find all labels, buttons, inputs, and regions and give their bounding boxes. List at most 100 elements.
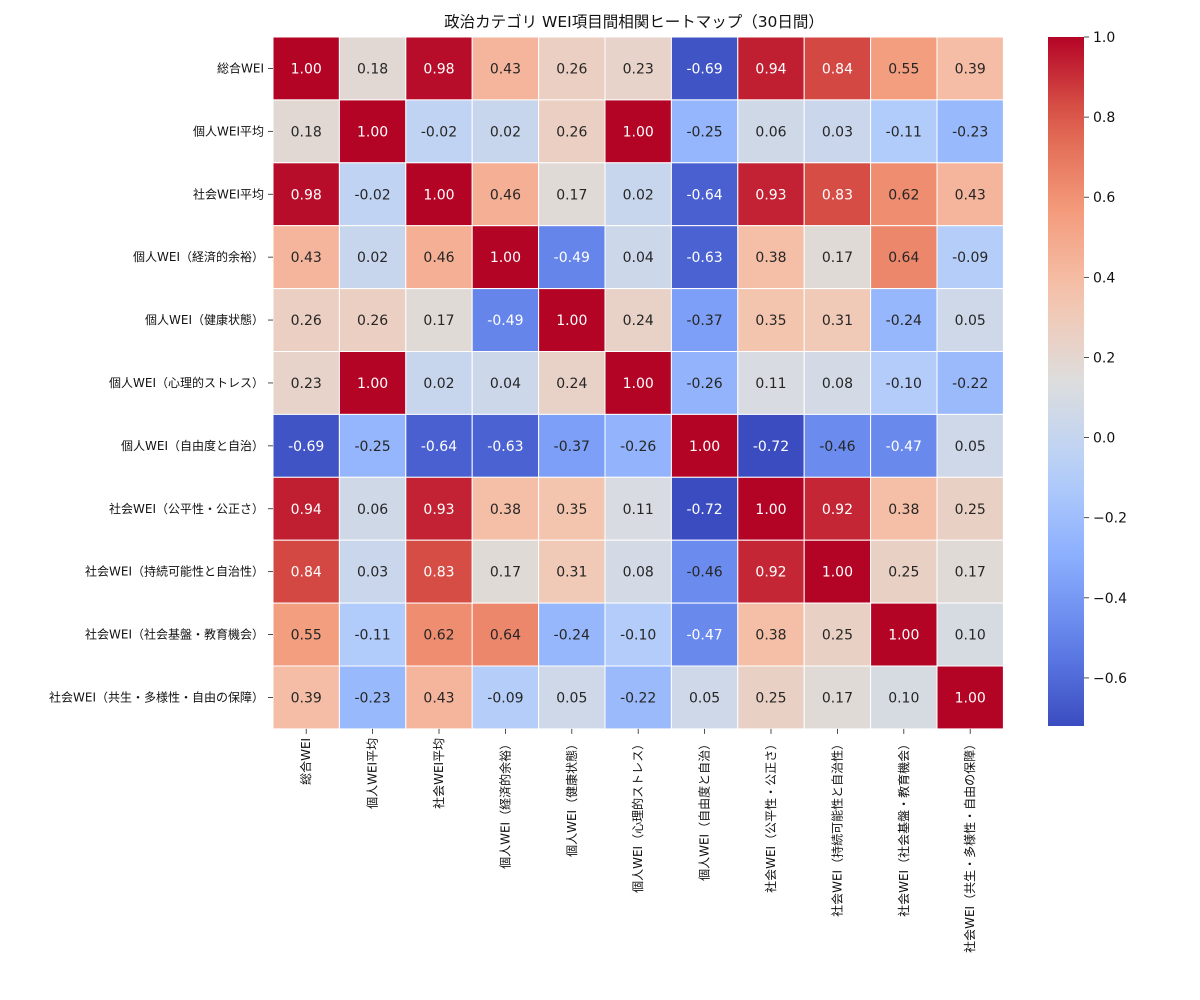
cell-value-label: 1.00 [689,439,720,455]
heatmap-cell [538,602,606,667]
heatmap-cell [870,288,938,353]
colorbar-tick-label: −0.4 [1093,591,1127,607]
heatmap-cell [604,288,672,353]
heatmap-cell [803,162,872,227]
heatmap-cell [936,351,1004,415]
cell-value-label: 0.31 [822,313,853,329]
heatmap-cell [870,539,938,604]
heatmap-cell [604,539,672,604]
cell-value-label: -0.11 [886,124,922,140]
cell-value-label: -0.72 [753,439,789,455]
x-tick-label: 個人WEI（健康状態） [564,738,579,857]
cell-value-label: 0.94 [291,502,322,518]
cell-value-label: 0.08 [623,565,654,581]
y-tick-label: 社会WEI（持続可能性と自治性） [85,564,264,579]
cell-value-label: 0.11 [755,376,786,392]
cell-value-label: -0.23 [952,124,988,140]
y-tick-label: 社会WEI（公平性・公正さ） [109,501,264,516]
y-tick-label: 総合WEI [217,60,264,75]
heatmap-cell [604,476,672,541]
heatmap-cell [936,99,1004,164]
heatmap-cell [737,665,805,730]
y-tick-label: 個人WEI（健康状態） [145,312,264,327]
cell-value-label: 1.00 [357,376,388,392]
cell-value-label: -0.11 [354,628,390,644]
cell-value-label: 0.38 [888,502,919,518]
heatmap-cell [405,602,473,667]
cell-value-label: 0.46 [423,250,454,266]
heatmap-cell [604,162,672,227]
cell-value-label: 0.84 [822,61,853,77]
cell-value-label: 0.93 [755,187,786,203]
heatmap-cell [870,36,938,101]
cell-value-label: 0.43 [291,250,322,266]
cell-value-label: 0.35 [556,502,587,518]
heatmap-cell [471,351,540,415]
cell-value-label: 0.08 [822,376,853,392]
cell-value-label: -0.02 [354,187,390,203]
heatmap-cell [604,602,672,667]
cell-value-label: -0.69 [686,61,722,77]
heatmap-cell [670,99,739,164]
heatmap-cell [272,36,340,101]
x-tick-label: 社会WEI（共生・多様性・自由の保障） [962,738,977,953]
heatmap-cell [670,288,739,353]
cell-value-label: 0.92 [822,502,853,518]
cell-value-label: 0.18 [291,124,322,140]
heatmap-cell [737,539,805,604]
y-tick-label: 社会WEI（社会基盤・教育機会） [85,627,264,642]
cell-value-label: -0.46 [686,565,722,581]
heatmap-cell [471,602,540,667]
colorbar-tick-label: 0.6 [1093,190,1115,206]
cell-value-label: 0.26 [357,313,388,329]
cell-value-label: 0.38 [755,628,786,644]
x-tick-label: 社会WEI平均 [431,738,446,809]
x-tick-label: 個人WEI（心理的ストレス） [630,738,645,893]
colorbar-gradient [1048,37,1084,726]
heatmap-cell [338,413,407,478]
heatmap-cell [803,288,872,353]
heatmap-cell [936,225,1004,290]
cell-value-label: 0.35 [755,313,786,329]
heatmap-cells [272,36,1004,730]
colorbar-tick-label: −0.6 [1093,671,1127,687]
heatmap-cell [870,413,938,478]
heatmap-cell [604,351,672,415]
cell-value-label: 1.00 [556,313,587,329]
cell-value-label: -0.09 [487,690,523,706]
cell-value-label: 0.02 [357,250,388,266]
cell-value-label: 0.05 [955,313,986,329]
cell-value-label: -0.46 [819,439,855,455]
cell-value-label: 0.17 [556,187,587,203]
heatmap-cell [737,99,805,164]
cell-value-label: 0.06 [357,502,388,518]
chart-title: 政治カテゴリ WEI項目間相関ヒートマップ（30日間） [444,12,824,31]
heatmap-cell [936,539,1004,604]
cell-value-label: 0.10 [888,690,919,706]
heatmap-cell [272,476,340,541]
cell-value-label: -0.09 [952,250,988,266]
y-tick-label: 個人WEI（自由度と自治） [121,438,264,453]
heatmap-cell [538,99,606,164]
heatmap-cell [803,665,872,730]
heatmap-cell [936,288,1004,353]
heatmap-cell [538,225,606,290]
cell-value-label: -0.69 [288,439,324,455]
heatmap-cell [604,99,672,164]
colorbar-tick-label: 0.8 [1093,110,1115,126]
cell-value-label: 1.00 [291,61,322,77]
cell-value-label: 0.03 [357,565,388,581]
x-tick-label: 社会WEI（公平性・公正さ） [763,738,778,893]
cell-value-label: 0.39 [955,61,986,77]
cell-value-label: -0.26 [686,376,722,392]
cell-value-label: 0.26 [291,313,322,329]
heatmap-cell [272,413,340,478]
cell-value-label: -0.23 [354,690,390,706]
cell-value-label: 1.00 [888,628,919,644]
heatmap-cell [405,162,473,227]
x-tick-label: 個人WEI（自由度と自治） [697,738,712,881]
heatmap-cell [405,99,473,164]
cell-value-label: 0.98 [291,187,322,203]
cell-value-label: 0.02 [423,376,454,392]
heatmap-cell [870,225,938,290]
